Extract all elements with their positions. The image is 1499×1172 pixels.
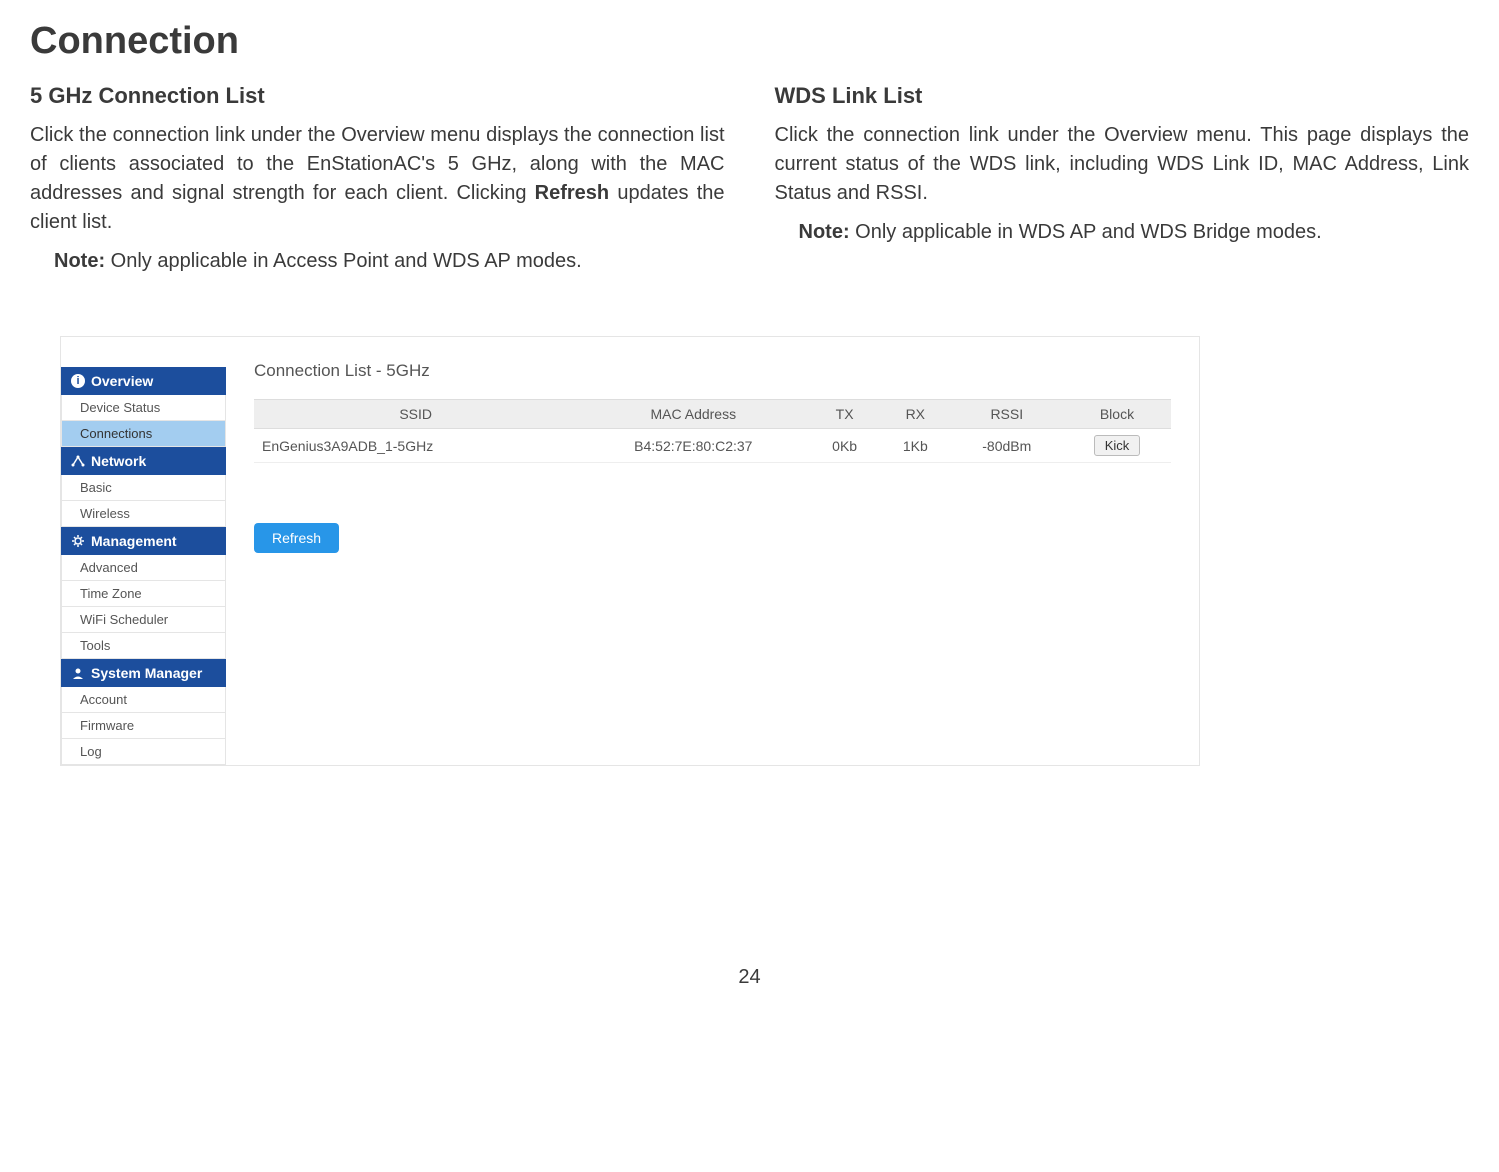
cell-rssi: -80dBm — [951, 429, 1063, 463]
right-note-label: Note: — [799, 221, 850, 243]
col-rx: RX — [880, 400, 951, 429]
panel-title: Connection List - 5GHz — [254, 361, 1171, 381]
cell-tx: 0Kb — [809, 429, 880, 463]
table-header-row: SSID MAC Address TX RX RSSI Block — [254, 400, 1171, 429]
col-block: Block — [1063, 400, 1171, 429]
nav-item-tools[interactable]: Tools — [61, 633, 226, 659]
nav-header-system-manager-label: System Manager — [91, 665, 202, 681]
left-body: Click the connection link under the Over… — [30, 121, 725, 237]
col-tx: TX — [809, 400, 880, 429]
right-heading: WDS Link List — [775, 83, 1470, 109]
col-rssi: RSSI — [951, 400, 1063, 429]
right-note: Note: Only applicable in WDS AP and WDS … — [799, 218, 1470, 247]
nav-item-advanced[interactable]: Advanced — [61, 555, 226, 581]
nav-item-time-zone[interactable]: Time Zone — [61, 581, 226, 607]
page-title: Connection — [30, 20, 1469, 63]
user-icon — [71, 666, 85, 680]
nav-item-account[interactable]: Account — [61, 687, 226, 713]
cell-mac: B4:52:7E:80:C2:37 — [577, 429, 809, 463]
left-heading: 5 GHz Connection List — [30, 83, 725, 109]
left-note-label: Note: — [54, 250, 105, 272]
content-columns: 5 GHz Connection List Click the connecti… — [30, 83, 1469, 276]
nav-header-overview[interactable]: i Overview — [61, 367, 226, 395]
info-icon: i — [71, 374, 85, 388]
nav-header-management[interactable]: Management — [61, 527, 226, 555]
nav-item-log[interactable]: Log — [61, 739, 226, 765]
nav-item-device-status[interactable]: Device Status — [61, 395, 226, 421]
nav-item-firmware[interactable]: Firmware — [61, 713, 226, 739]
nav-header-network-label: Network — [91, 453, 146, 469]
left-column: 5 GHz Connection List Click the connecti… — [30, 83, 725, 276]
right-note-text: Only applicable in WDS AP and WDS Bridge… — [850, 221, 1322, 243]
kick-button[interactable]: Kick — [1094, 435, 1141, 456]
left-note: Note: Only applicable in Access Point an… — [54, 247, 725, 276]
nav-item-wifi-scheduler[interactable]: WiFi Scheduler — [61, 607, 226, 633]
page-number: 24 — [30, 966, 1469, 989]
nav-header-system-manager[interactable]: System Manager — [61, 659, 226, 687]
gear-icon — [71, 534, 85, 548]
refresh-button[interactable]: Refresh — [254, 523, 339, 553]
connection-table: SSID MAC Address TX RX RSSI Block EnGeni… — [254, 399, 1171, 463]
cell-block: Kick — [1063, 429, 1171, 463]
refresh-word: Refresh — [535, 182, 609, 204]
cell-rx: 1Kb — [880, 429, 951, 463]
nav-sidebar: i Overview Device Status Connections Net… — [61, 337, 226, 765]
main-panel: Connection List - 5GHz SSID MAC Address … — [226, 337, 1199, 765]
right-column: WDS Link List Click the connection link … — [775, 83, 1470, 276]
left-note-text: Only applicable in Access Point and WDS … — [105, 250, 582, 272]
col-ssid: SSID — [254, 400, 577, 429]
col-mac: MAC Address — [577, 400, 809, 429]
nav-item-connections[interactable]: Connections — [61, 421, 226, 447]
nav-header-overview-label: Overview — [91, 373, 153, 389]
cell-ssid: EnGenius3A9ADB_1-5GHz — [254, 429, 577, 463]
right-body: Click the connection link under the Over… — [775, 121, 1470, 208]
router-screenshot: i Overview Device Status Connections Net… — [60, 336, 1200, 766]
nav-item-basic[interactable]: Basic — [61, 475, 226, 501]
nav-header-network[interactable]: Network — [61, 447, 226, 475]
table-row: EnGenius3A9ADB_1-5GHz B4:52:7E:80:C2:37 … — [254, 429, 1171, 463]
network-icon — [71, 454, 85, 468]
nav-item-wireless[interactable]: Wireless — [61, 501, 226, 527]
nav-header-management-label: Management — [91, 533, 177, 549]
